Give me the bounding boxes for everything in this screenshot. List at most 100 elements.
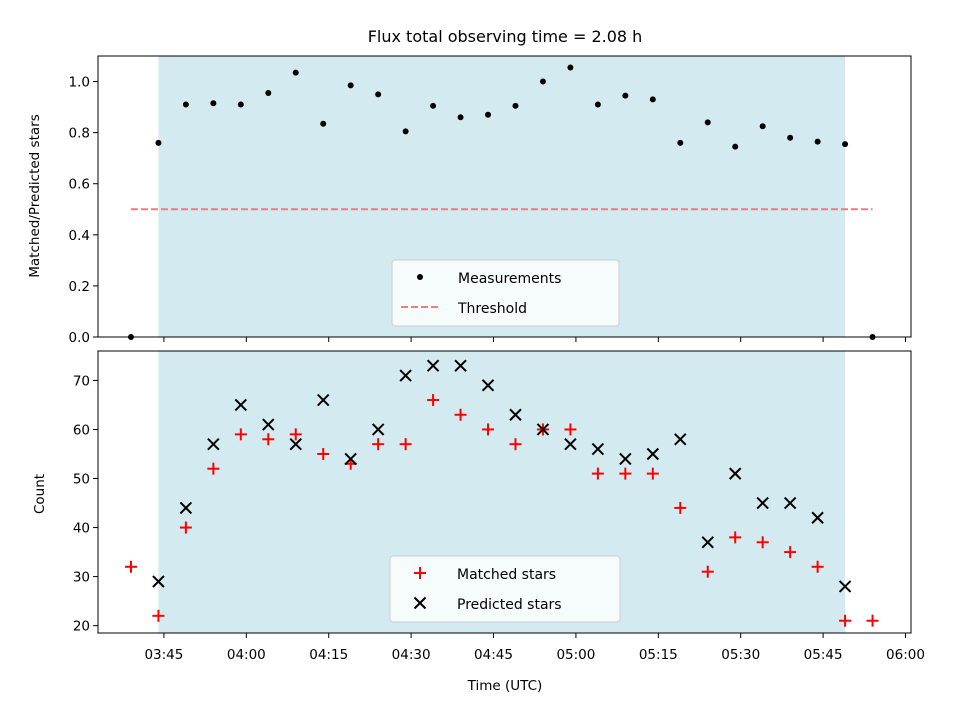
matched-star-point bbox=[454, 408, 467, 421]
x-tick-label: 03:45 bbox=[144, 647, 183, 663]
measurement-point bbox=[732, 143, 739, 150]
y-tick-label: 70 bbox=[73, 373, 90, 389]
legend-matched-label: Matched stars bbox=[457, 567, 556, 583]
x-tick-label: 04:45 bbox=[474, 647, 513, 663]
ratio-y-axis-label: Matched/Predicted stars bbox=[27, 114, 43, 277]
count-panel: 20 30 40 50 60 70 03:45 04:00 04:15 04:30 04:45 05… bbox=[32, 350, 925, 694]
marker-stroke bbox=[317, 393, 330, 407]
marker-stroke bbox=[591, 442, 605, 456]
predicted-star-point bbox=[207, 437, 220, 451]
count-y-axis-label: Count bbox=[32, 474, 48, 514]
marker-stroke bbox=[756, 496, 769, 510]
predicted-star-point bbox=[509, 408, 522, 421]
measurement-point bbox=[375, 91, 382, 98]
matched-star-point bbox=[179, 521, 192, 534]
x-tick-label: 06:00 bbox=[886, 647, 925, 663]
predicted-star-point bbox=[481, 379, 495, 392]
count-x-ticks: 03:45 04:00 04:15 04:30 04:45 05:00 05:15 05:30… bbox=[144, 633, 925, 663]
measurement-point bbox=[402, 128, 409, 135]
marker-stroke bbox=[509, 408, 522, 421]
predicted-star-point bbox=[729, 467, 742, 480]
chart-title: Flux total observing time = 2.08 h bbox=[368, 27, 643, 46]
marker-stroke bbox=[413, 596, 427, 610]
marker-stroke bbox=[783, 496, 797, 510]
count-legend: Matched stars Predicted stars bbox=[389, 555, 621, 623]
predicted-star-point bbox=[838, 580, 852, 593]
predicted-star-point bbox=[152, 575, 165, 588]
count-axes-frame bbox=[97, 350, 912, 634]
ratio-legend: Measurements Threshold bbox=[391, 259, 620, 327]
measurement-point bbox=[457, 114, 464, 121]
marker-stroke bbox=[674, 433, 687, 446]
marker-stroke bbox=[289, 437, 302, 451]
measurement-point bbox=[265, 90, 272, 97]
predicted-star-point bbox=[344, 452, 357, 466]
legend-predicted-label: Predicted stars bbox=[457, 597, 562, 613]
predicted-star-point bbox=[564, 437, 577, 451]
x-tick-label: 05:00 bbox=[556, 647, 595, 663]
legend-predicted-marker bbox=[413, 596, 427, 610]
matched-star-point bbox=[289, 428, 302, 441]
matched-star-point bbox=[866, 614, 879, 627]
marker-stroke bbox=[454, 359, 467, 372]
matched-star-point bbox=[674, 501, 687, 514]
marker-stroke bbox=[152, 575, 165, 588]
matched-star-point bbox=[124, 560, 137, 573]
predicted-star-point bbox=[591, 442, 605, 456]
predicted-star-point bbox=[756, 496, 769, 510]
marker-stroke bbox=[344, 452, 357, 466]
y-tick-label: 0.8 bbox=[69, 126, 90, 142]
predicted-star-point bbox=[234, 398, 248, 412]
predicted-star-point bbox=[317, 393, 330, 407]
marker-stroke bbox=[701, 536, 714, 549]
x-tick-label: 04:00 bbox=[227, 647, 266, 663]
measurement-point bbox=[842, 141, 849, 148]
marker-stroke bbox=[426, 359, 440, 372]
predicted-star-point bbox=[371, 423, 385, 436]
y-tick-label: 40 bbox=[73, 521, 90, 537]
matched-star-point bbox=[427, 394, 440, 407]
predicted-star-point bbox=[619, 452, 632, 466]
measurement-point bbox=[485, 111, 492, 118]
measurement-point bbox=[210, 100, 217, 107]
measurement-point bbox=[320, 120, 327, 127]
x-tick-label: 04:30 bbox=[392, 647, 431, 663]
matched-star-point bbox=[591, 467, 604, 480]
matched-star-point bbox=[756, 536, 769, 549]
y-tick-label: 0.0 bbox=[69, 330, 90, 346]
marker-stroke bbox=[207, 437, 220, 451]
legend-measurement-marker bbox=[417, 274, 423, 280]
measurement-point bbox=[814, 138, 821, 145]
y-tick-label: 0.6 bbox=[69, 177, 90, 193]
y-tick-label: 20 bbox=[73, 619, 90, 635]
marker-stroke bbox=[536, 423, 550, 436]
measurement-point bbox=[292, 69, 299, 76]
marker-stroke bbox=[399, 369, 412, 382]
ratio-x-tick-marks bbox=[163, 337, 907, 342]
marker-stroke bbox=[481, 379, 495, 392]
matched-star-point bbox=[619, 467, 632, 480]
y-tick-label: 1.0 bbox=[69, 75, 90, 91]
measurement-point bbox=[704, 119, 711, 126]
matched-star-point bbox=[701, 565, 714, 578]
measurement-point bbox=[787, 134, 794, 141]
predicted-star-point bbox=[783, 496, 797, 510]
marker-stroke bbox=[234, 398, 248, 412]
predicted-star-point bbox=[454, 359, 467, 372]
predicted-star-point bbox=[179, 501, 193, 515]
y-tick-label: 60 bbox=[73, 422, 90, 438]
x-tick-label: 05:30 bbox=[721, 647, 760, 663]
predicted-star-point bbox=[701, 536, 714, 549]
y-tick-label: 0.4 bbox=[69, 228, 90, 244]
matched-star-point bbox=[564, 423, 577, 436]
marker-stroke bbox=[619, 452, 632, 466]
y-tick-label: 30 bbox=[73, 570, 90, 586]
measurement-point bbox=[759, 123, 766, 130]
legend-measurements-label: Measurements bbox=[458, 271, 561, 287]
marker-stroke bbox=[811, 511, 824, 524]
predicted-star-point bbox=[536, 423, 550, 436]
measurement-point bbox=[237, 101, 244, 108]
legend-threshold-label: Threshold bbox=[457, 301, 527, 317]
marker-stroke bbox=[838, 580, 852, 593]
matched-star-point bbox=[152, 609, 165, 622]
